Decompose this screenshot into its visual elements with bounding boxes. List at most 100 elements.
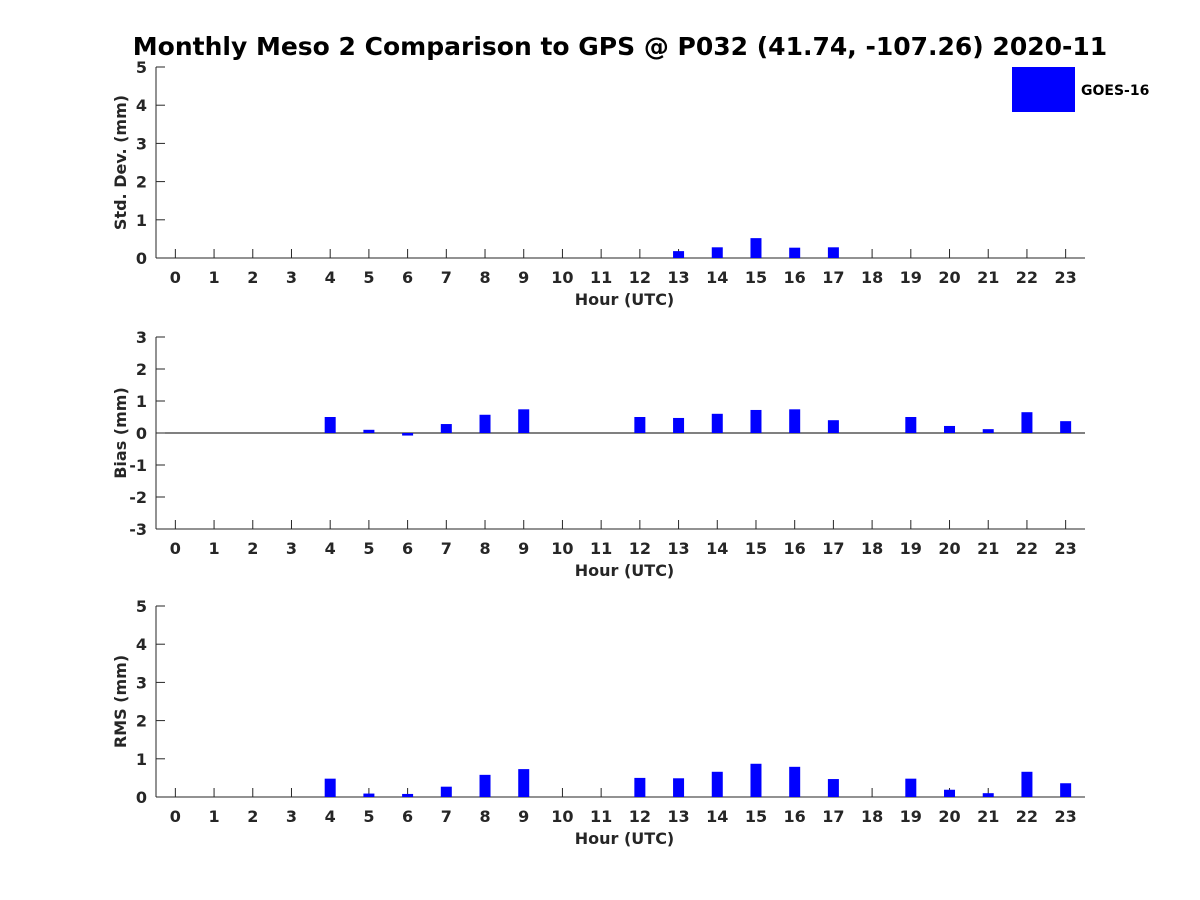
bar [711, 413, 723, 433]
x-tick-label: 13 [667, 807, 689, 826]
x-tick-label: 17 [822, 268, 844, 287]
x-tick-label: 12 [629, 268, 651, 287]
x-tick-label: 7 [441, 539, 452, 558]
x-tick-label: 10 [551, 539, 573, 558]
x-tick-label: 19 [900, 539, 922, 558]
bar [789, 409, 801, 433]
x-tick-label: 1 [208, 539, 219, 558]
x-tick-label: 2 [247, 268, 258, 287]
bar [711, 247, 723, 258]
bar [479, 774, 491, 797]
bar [363, 429, 375, 433]
bar [673, 417, 685, 433]
bar [750, 763, 762, 797]
bar [634, 417, 646, 433]
x-tick-label: 23 [1055, 539, 1077, 558]
y-tick-label: 1 [136, 392, 147, 411]
x-tick-label: 8 [479, 539, 490, 558]
x-tick-label: 17 [822, 807, 844, 826]
x-tick-label: 10 [551, 268, 573, 287]
y-axis-label: RMS (mm) [111, 655, 130, 748]
y-tick-label: 5 [136, 597, 147, 616]
x-tick-label: 4 [325, 268, 336, 287]
x-tick-label: 2 [247, 539, 258, 558]
x-tick-label: 0 [170, 268, 181, 287]
bar [905, 417, 917, 433]
x-tick-label: 5 [363, 268, 374, 287]
y-tick-label: 0 [136, 249, 147, 268]
x-tick-label: 3 [286, 268, 297, 287]
bar [750, 238, 762, 258]
bar [750, 409, 762, 433]
legend-swatch-goes-16 [1012, 67, 1075, 112]
x-tick-label: 9 [518, 539, 529, 558]
x-tick-label: 15 [745, 539, 767, 558]
x-tick-label: 8 [479, 268, 490, 287]
x-tick-label: 20 [938, 268, 960, 287]
x-tick-label: 7 [441, 807, 452, 826]
bar [827, 247, 839, 258]
y-tick-label: -1 [129, 456, 147, 475]
bar [1021, 771, 1033, 797]
y-tick-label: 3 [136, 328, 147, 347]
bar [789, 766, 801, 797]
x-axis-label: Hour (UTC) [575, 290, 675, 309]
x-tick-label: 6 [402, 807, 413, 826]
y-tick-label: 2 [136, 712, 147, 731]
x-tick-label: 7 [441, 268, 452, 287]
x-tick-label: 5 [363, 539, 374, 558]
legend-label-goes-16: GOES-16 [1081, 83, 1149, 99]
y-tick-label: 2 [136, 173, 147, 192]
x-tick-label: 3 [286, 539, 297, 558]
x-tick-label: 13 [667, 539, 689, 558]
bar [440, 424, 452, 433]
bar [1060, 421, 1072, 433]
x-tick-label: 20 [938, 539, 960, 558]
x-tick-label: 0 [170, 807, 181, 826]
bar [982, 429, 994, 433]
y-tick-label: 0 [136, 424, 147, 443]
y-tick-label: 3 [136, 673, 147, 692]
bar [827, 779, 839, 797]
x-tick-label: 16 [784, 539, 806, 558]
bar [324, 417, 336, 433]
x-axis-label: Hour (UTC) [575, 561, 675, 580]
x-tick-label: 0 [170, 539, 181, 558]
bar [1021, 412, 1033, 433]
x-tick-label: 18 [861, 807, 883, 826]
x-tick-label: 16 [784, 807, 806, 826]
bar [827, 420, 839, 433]
x-tick-label: 22 [1016, 268, 1038, 287]
x-tick-label: 9 [518, 268, 529, 287]
y-tick-label: 2 [136, 360, 147, 379]
bar [673, 778, 685, 797]
y-tick-label: -2 [129, 488, 147, 507]
x-tick-label: 23 [1055, 268, 1077, 287]
bar [518, 409, 530, 433]
x-tick-label: 19 [900, 268, 922, 287]
x-tick-label: 12 [629, 807, 651, 826]
x-tick-label: 1 [208, 807, 219, 826]
bar [324, 778, 336, 797]
x-tick-label: 21 [977, 268, 999, 287]
bar [479, 414, 491, 433]
x-tick-label: 5 [363, 807, 374, 826]
x-tick-label: 2 [247, 807, 258, 826]
x-tick-label: 1 [208, 268, 219, 287]
bar [634, 777, 646, 797]
x-axis-label: Hour (UTC) [575, 829, 675, 848]
x-tick-label: 19 [900, 807, 922, 826]
x-tick-label: 3 [286, 807, 297, 826]
bar [440, 786, 452, 797]
y-tick-label: 3 [136, 134, 147, 153]
x-tick-label: 10 [551, 807, 573, 826]
y-tick-label: 1 [136, 211, 147, 230]
bar [402, 793, 414, 797]
x-tick-label: 4 [325, 539, 336, 558]
bar [1060, 783, 1072, 797]
x-tick-label: 23 [1055, 807, 1077, 826]
x-tick-label: 4 [325, 807, 336, 826]
x-tick-label: 21 [977, 807, 999, 826]
x-tick-label: 14 [706, 539, 728, 558]
